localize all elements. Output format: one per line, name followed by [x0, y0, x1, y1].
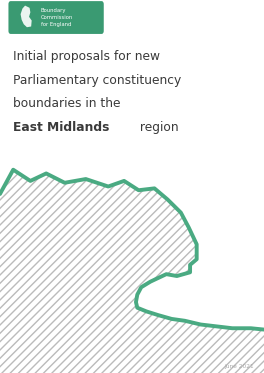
Text: region: region: [136, 121, 178, 134]
Text: June 2021: June 2021: [224, 364, 253, 369]
Text: Parliamentary constituency: Parliamentary constituency: [13, 74, 181, 87]
Polygon shape: [0, 170, 264, 373]
Text: boundaries in the: boundaries in the: [13, 97, 121, 110]
FancyBboxPatch shape: [8, 1, 104, 34]
Polygon shape: [21, 6, 32, 27]
Text: East Midlands: East Midlands: [13, 121, 110, 134]
Text: Initial proposals for new: Initial proposals for new: [13, 50, 160, 63]
Text: Boundary
Commission
for England: Boundary Commission for England: [41, 8, 73, 27]
